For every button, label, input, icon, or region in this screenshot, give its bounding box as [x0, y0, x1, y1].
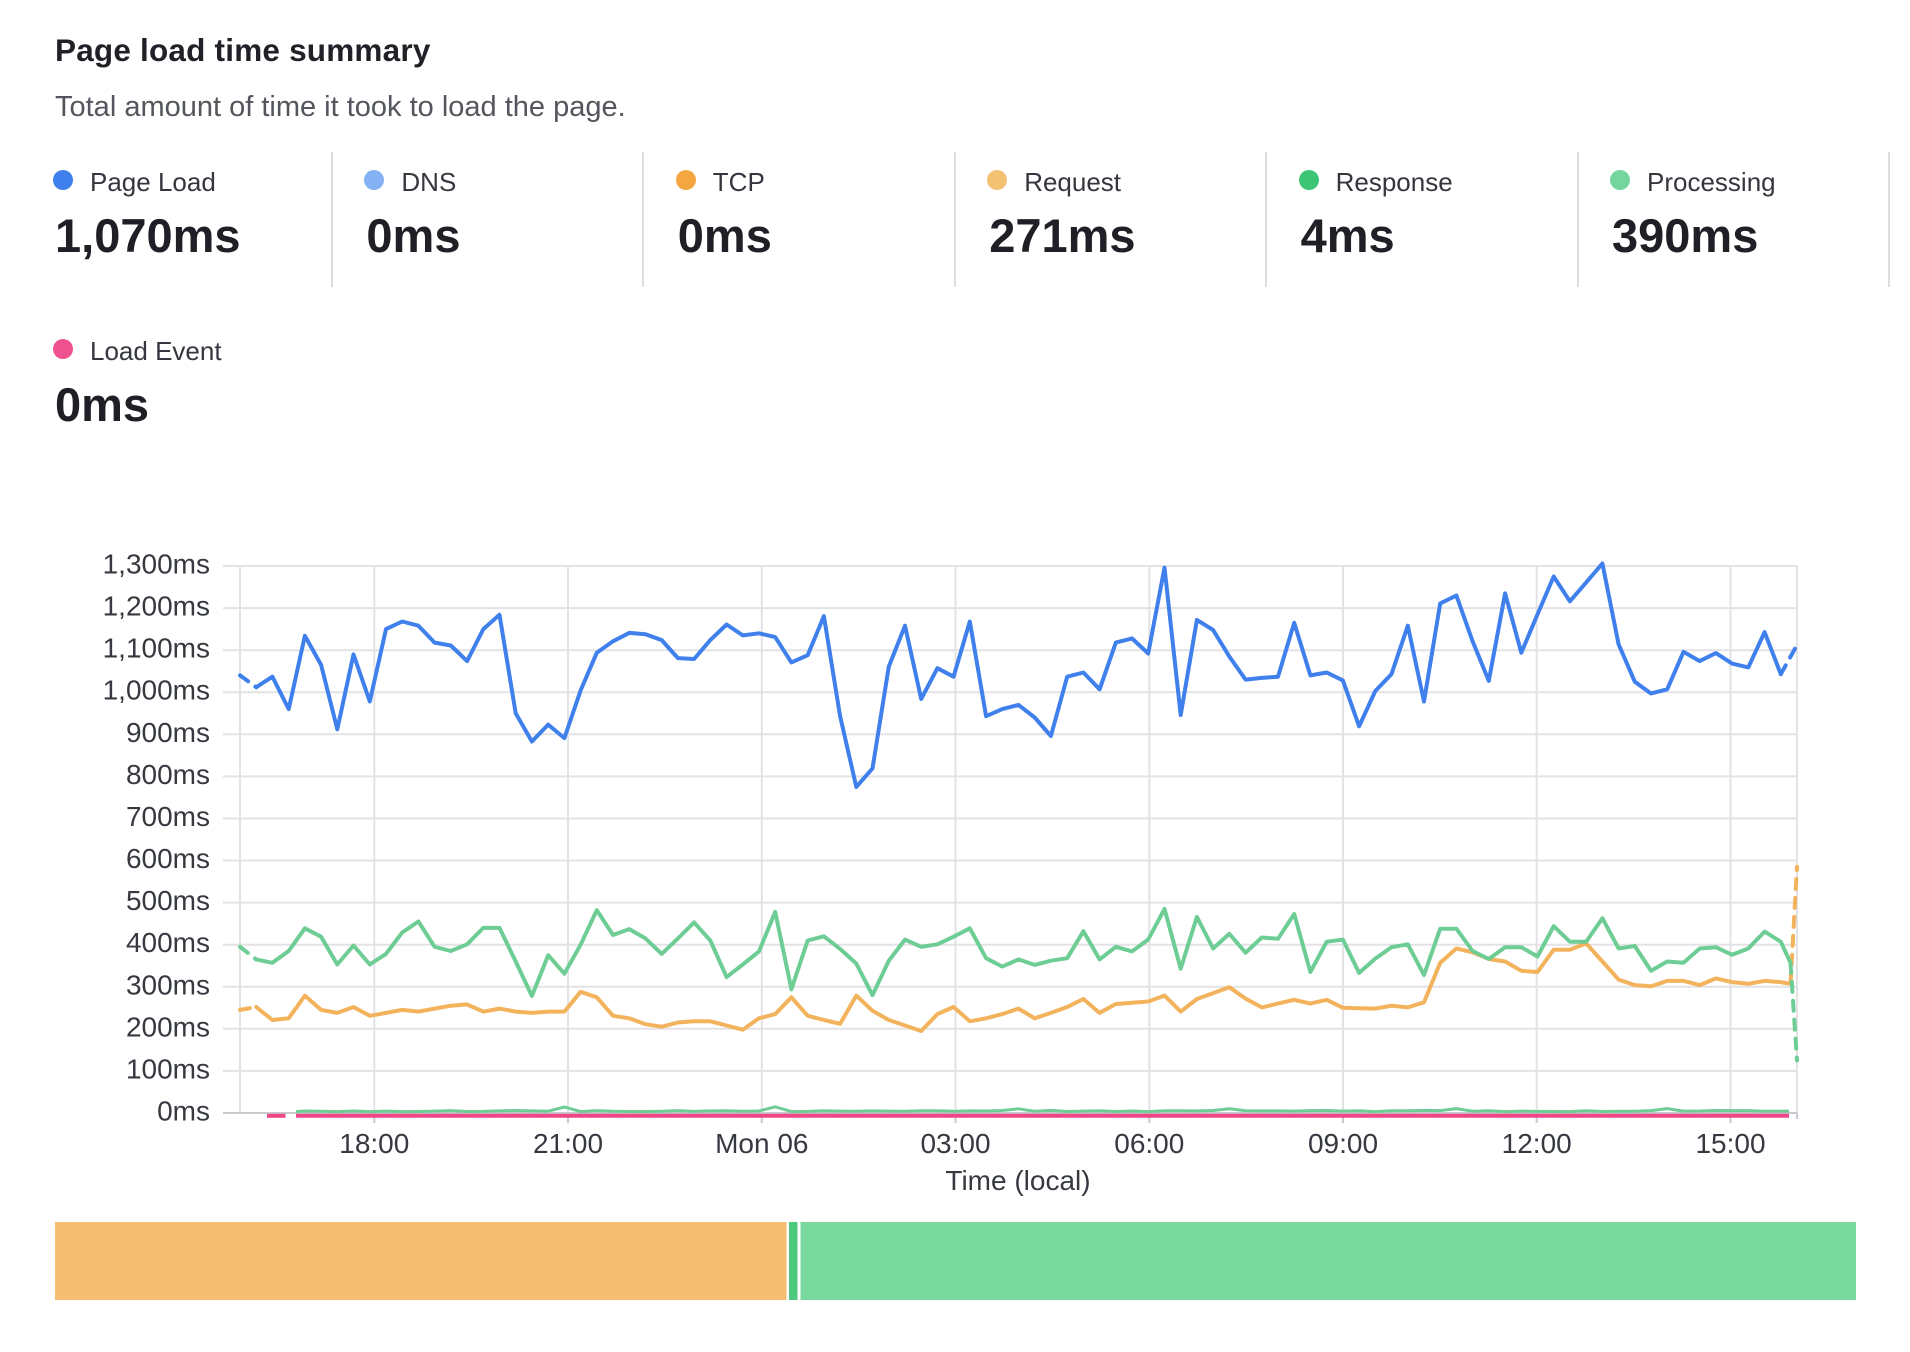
svg-text:1,200ms: 1,200ms [103, 591, 210, 622]
svg-text:900ms: 900ms [126, 717, 210, 748]
svg-text:09:00: 09:00 [1308, 1128, 1378, 1159]
svg-text:18:00: 18:00 [339, 1128, 409, 1159]
svg-text:1,000ms: 1,000ms [103, 675, 210, 706]
svg-text:15:00: 15:00 [1695, 1128, 1765, 1159]
svg-text:0ms: 0ms [157, 1096, 210, 1127]
svg-text:06:00: 06:00 [1114, 1128, 1184, 1159]
svg-text:Mon 06: Mon 06 [715, 1128, 808, 1159]
svg-text:300ms: 300ms [126, 969, 210, 1000]
svg-text:500ms: 500ms [126, 885, 210, 916]
svg-text:1,300ms: 1,300ms [103, 549, 210, 580]
svg-text:100ms: 100ms [126, 1053, 210, 1084]
svg-text:1,100ms: 1,100ms [103, 633, 210, 664]
svg-text:03:00: 03:00 [920, 1128, 990, 1159]
svg-text:21:00: 21:00 [533, 1128, 603, 1159]
svg-text:600ms: 600ms [126, 843, 210, 874]
svg-text:800ms: 800ms [126, 759, 210, 790]
svg-text:Time (local): Time (local) [945, 1165, 1090, 1196]
svg-text:200ms: 200ms [126, 1011, 210, 1042]
svg-text:12:00: 12:00 [1502, 1128, 1572, 1159]
svg-text:700ms: 700ms [126, 801, 210, 832]
svg-text:400ms: 400ms [126, 927, 210, 958]
